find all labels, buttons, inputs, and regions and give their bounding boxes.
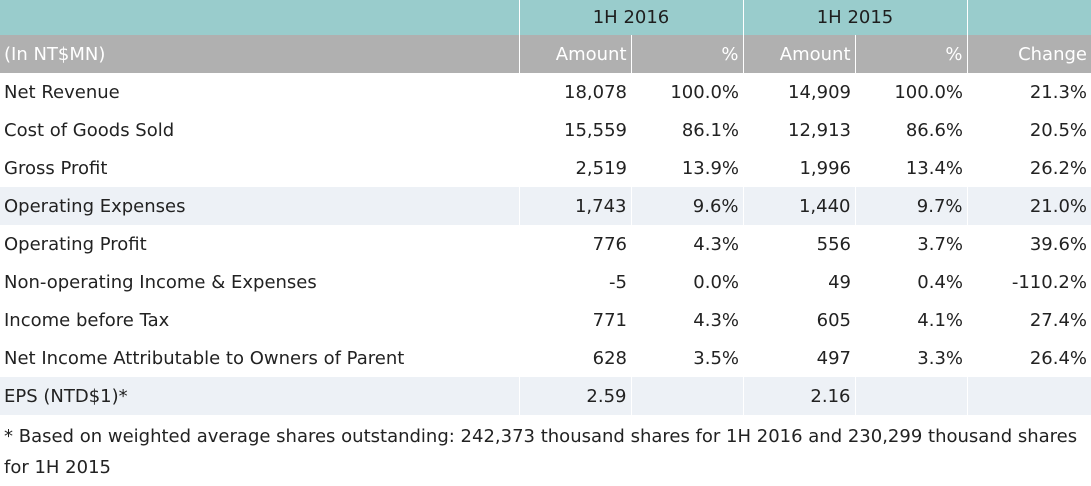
col-header-percent-2016: % [630, 35, 743, 73]
row-label: Net Revenue [4, 81, 120, 103]
cell-percent-2015: 9.7% [854, 187, 967, 225]
col-header-amount-2016: Amount [518, 35, 631, 73]
row-label: Operating Expenses [0, 187, 519, 225]
cell-change [966, 377, 1091, 415]
col-header-amount-2015: Amount [742, 35, 855, 73]
table-row: EPS (NTD$1)* 2.59 2.16 [0, 377, 1091, 415]
period-header-row: 1H 2016 1H 2015 [0, 0, 1091, 35]
cell-change: 39.6% [1029, 233, 1087, 255]
cell-percent-2015: 86.6% [905, 119, 963, 141]
table-row: Net Income Attributable to Owners of Par… [0, 339, 1091, 377]
table-row: Income before Tax 771 4.3% 605 4.1% 27.4… [0, 301, 1091, 339]
unit-label: (In NT$MN) [0, 35, 519, 73]
period-header-1h-2016: 1H 2016 [518, 0, 743, 35]
cell-change: 21.0% [966, 187, 1091, 225]
cell-percent-2016: 4.3% [693, 309, 739, 331]
cell-amount-2016: 18,078 [564, 81, 627, 103]
row-label: Operating Profit [4, 233, 147, 255]
cell-amount-2015: 1,996 [799, 157, 851, 179]
cell-change: 26.2% [1029, 157, 1087, 179]
table-row: Net Revenue 18,078 100.0% 14,909 100.0% … [0, 73, 1091, 111]
cell-amount-2016: 15,559 [564, 119, 627, 141]
col-header-change: Change [966, 35, 1091, 73]
cell-change: 20.5% [1029, 119, 1087, 141]
cell-percent-2015: 3.7% [917, 233, 963, 255]
cell-change: 26.4% [1029, 347, 1087, 369]
cell-change: 21.3% [1029, 81, 1087, 103]
cell-amount-2015: 497 [816, 347, 851, 369]
cell-percent-2016: 0.0% [693, 271, 739, 293]
cell-percent-2015: 100.0% [894, 81, 963, 103]
cell-amount-2015: 14,909 [788, 81, 851, 103]
table-row: Gross Profit 2,519 13.9% 1,996 13.4% 26.… [0, 149, 1091, 187]
income-statement-table: 1H 2016 1H 2015 (In NT$MN) Amount % Amou… [0, 0, 1091, 415]
cell-amount-2015: 49 [828, 271, 851, 293]
table-row: Cost of Goods Sold 15,559 86.1% 12,913 8… [0, 111, 1091, 149]
row-label: Non-operating Income & Expenses [4, 271, 317, 293]
period-header-1h-2015: 1H 2015 [742, 0, 967, 35]
cell-amount-2015: 12,913 [788, 119, 851, 141]
table-row: Operating Expenses 1,743 9.6% 1,440 9.7%… [0, 187, 1091, 225]
cell-percent-2015: 13.4% [905, 157, 963, 179]
cell-amount-2016: -5 [609, 271, 627, 293]
header-blank-cell-change [966, 0, 1091, 35]
header-blank-cell [0, 0, 519, 35]
row-label: Income before Tax [4, 309, 170, 331]
row-label: Net Income Attributable to Owners of Par… [4, 347, 405, 369]
cell-percent-2016: 86.1% [681, 119, 739, 141]
cell-amount-2016: 2,519 [575, 157, 627, 179]
cell-percent-2016: 100.0% [670, 81, 739, 103]
cell-percent-2016: 4.3% [693, 233, 739, 255]
cell-percent-2015: 4.1% [917, 309, 963, 331]
cell-amount-2015: 1,440 [742, 187, 855, 225]
cell-amount-2016: 628 [592, 347, 627, 369]
cell-percent-2015 [854, 377, 967, 415]
cell-amount-2016: 1,743 [518, 187, 631, 225]
cell-percent-2016 [630, 377, 743, 415]
cell-amount-2015: 556 [816, 233, 851, 255]
cell-amount-2016: 771 [592, 309, 627, 331]
cell-percent-2016: 9.6% [630, 187, 743, 225]
cell-amount-2015: 605 [816, 309, 851, 331]
table-row: Operating Profit 776 4.3% 556 3.7% 39.6% [0, 225, 1091, 263]
cell-change: -110.2% [1011, 271, 1087, 293]
row-label: Cost of Goods Sold [4, 119, 175, 141]
table-row: Non-operating Income & Expenses -5 0.0% … [0, 263, 1091, 301]
column-header-row: (In NT$MN) Amount % Amount % Change [0, 35, 1091, 73]
row-label: Gross Profit [4, 157, 108, 179]
cell-amount-2015: 2.16 [742, 377, 855, 415]
row-label: EPS (NTD$1)* [0, 377, 519, 415]
cell-percent-2016: 3.5% [693, 347, 739, 369]
cell-percent-2015: 3.3% [917, 347, 963, 369]
cell-percent-2016: 13.9% [681, 157, 739, 179]
footnote: * Based on weighted average shares outst… [4, 426, 1078, 478]
cell-change: 27.4% [1029, 309, 1087, 331]
cell-amount-2016: 776 [592, 233, 627, 255]
cell-percent-2015: 0.4% [917, 271, 963, 293]
cell-amount-2016: 2.59 [518, 377, 631, 415]
col-header-percent-2015: % [854, 35, 967, 73]
